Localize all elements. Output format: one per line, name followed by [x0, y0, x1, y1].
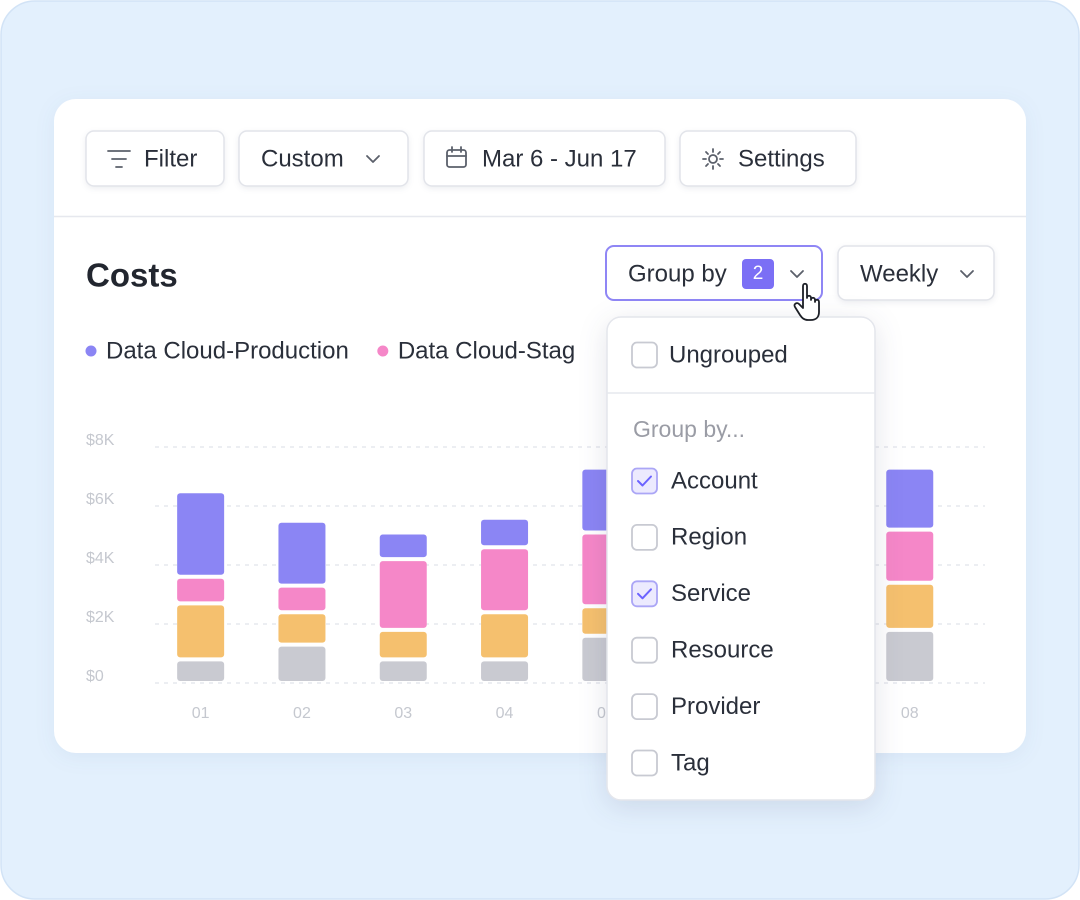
- filter-icon: [107, 150, 131, 168]
- legend-label: Data Cloud-Production: [106, 337, 349, 364]
- cursor: [793, 282, 820, 321]
- date-range-button[interactable]: Mar 6 - Jun 17: [423, 130, 666, 187]
- menu-option-label[interactable]: Provider: [671, 693, 760, 720]
- x-tick-label: 02: [293, 705, 311, 722]
- bar-segment: [379, 534, 427, 558]
- dropdown-menu: Group by... Ungrouped Account Region Servic…: [606, 316, 876, 801]
- legend-dot: [377, 345, 389, 357]
- bar-segment: [278, 522, 326, 584]
- y-tick-label: $8K: [86, 432, 115, 449]
- x-tick-label: 03: [394, 705, 412, 722]
- button-label: Settings: [738, 145, 825, 172]
- bar-segment: [886, 631, 934, 681]
- bar-segment: [481, 614, 529, 658]
- button-frame: [423, 130, 666, 187]
- legend: Data Cloud-Production Data Cloud-Stag: [85, 337, 575, 364]
- menu-option-label[interactable]: Service: [671, 580, 751, 607]
- menu-option-label[interactable]: Ungrouped: [669, 341, 788, 368]
- section-title: Costs: [86, 257, 178, 294]
- menu-section-label: Group by...: [633, 416, 745, 442]
- settings-button[interactable]: Settings: [679, 130, 857, 187]
- y-tick-label: $2K: [86, 609, 115, 626]
- button-frame: [85, 130, 225, 187]
- bar-segment: [177, 578, 225, 602]
- group-by-button[interactable]: Group by 2: [605, 245, 823, 301]
- calendar-icon: [446, 149, 467, 168]
- bar-segment: [886, 584, 934, 628]
- button-frame: [837, 245, 995, 301]
- bar-segment: [886, 469, 934, 528]
- check-mark: [637, 475, 652, 487]
- menu-option-label[interactable]: Account: [671, 467, 758, 494]
- count-badge-text: 2: [753, 263, 764, 284]
- y-tick-label: $6K: [86, 491, 115, 508]
- menu-option-label[interactable]: Resource: [671, 637, 774, 664]
- y-tick-label: $4K: [86, 550, 115, 567]
- bar-segment: [481, 661, 529, 681]
- bar-segment: [177, 493, 225, 575]
- bar-segment: [278, 646, 326, 681]
- gear-icon: [708, 154, 718, 164]
- button-label: Custom: [261, 145, 344, 172]
- checkbox-checked[interactable]: [631, 467, 658, 495]
- count-badge: [742, 259, 774, 289]
- button-label: Filter: [144, 145, 197, 172]
- bar-segment: [379, 631, 427, 658]
- checkbox-checked[interactable]: [631, 580, 658, 608]
- interval-button[interactable]: Weekly: [837, 245, 995, 301]
- button-frame: [679, 130, 857, 187]
- button-label: Weekly: [860, 260, 938, 287]
- x-tick-label: 08: [901, 705, 919, 722]
- bar-segment: [177, 605, 225, 658]
- y-tick-label: $0: [86, 668, 104, 685]
- button-frame: [238, 130, 409, 187]
- legend-label: Data Cloud-Stag: [398, 337, 575, 364]
- button-label: Group by: [628, 260, 727, 287]
- chevron: [790, 270, 804, 278]
- legend-dot: [85, 345, 97, 357]
- calendar-icon-detail: [446, 146, 467, 157]
- bar-segment: [379, 561, 427, 628]
- bar-segment: [379, 661, 427, 681]
- check-mark: [637, 588, 652, 600]
- bar-segment: [177, 661, 225, 681]
- bar-segment: [278, 614, 326, 643]
- button-label: Mar 6 - Jun 17: [482, 145, 637, 172]
- checkbox[interactable]: [631, 341, 658, 369]
- x-tick-label: 01: [192, 705, 210, 722]
- menu-panel: [606, 316, 876, 801]
- bar-segment: [481, 549, 529, 611]
- bar-segment: [481, 519, 529, 546]
- bar-segment: [886, 531, 934, 581]
- chevron: [960, 270, 974, 278]
- checkbox[interactable]: [631, 524, 658, 551]
- checkbox[interactable]: [631, 693, 658, 720]
- x-tick-label: 04: [496, 705, 514, 722]
- chevron: [366, 155, 380, 163]
- menu-option-label[interactable]: Tag: [671, 749, 710, 776]
- menu-option-label[interactable]: Region: [671, 524, 747, 551]
- range-preset-button[interactable]: Custom: [238, 130, 409, 187]
- checkbox[interactable]: [631, 636, 658, 664]
- bar-segment: [278, 587, 326, 611]
- checkbox[interactable]: [631, 749, 658, 777]
- gear-icon-teeth: [702, 148, 724, 170]
- filter-button[interactable]: Filter: [85, 130, 225, 187]
